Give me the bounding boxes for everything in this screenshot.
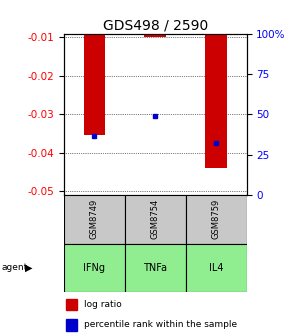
Bar [84, 34, 105, 135]
Bar [144, 34, 166, 37]
Text: percentile rank within the sample: percentile rank within the sample [84, 320, 237, 329]
Title: GDS498 / 2590: GDS498 / 2590 [103, 18, 208, 33]
FancyBboxPatch shape [125, 195, 186, 244]
FancyBboxPatch shape [186, 195, 246, 244]
Text: IL4: IL4 [209, 263, 223, 273]
Text: GSM8749: GSM8749 [90, 199, 99, 239]
Text: TNFa: TNFa [143, 263, 167, 273]
Bar [66, 299, 77, 310]
Text: IFNg: IFNg [83, 263, 105, 273]
FancyBboxPatch shape [64, 244, 125, 292]
FancyBboxPatch shape [125, 244, 186, 292]
FancyBboxPatch shape [64, 195, 125, 244]
Bar [205, 34, 227, 168]
Text: ▶: ▶ [25, 263, 32, 273]
Text: GSM8754: GSM8754 [151, 199, 160, 239]
Text: agent: agent [1, 263, 28, 272]
Text: GSM8759: GSM8759 [211, 199, 221, 239]
Text: log ratio: log ratio [84, 300, 122, 309]
Bar [66, 319, 77, 331]
FancyBboxPatch shape [186, 244, 246, 292]
